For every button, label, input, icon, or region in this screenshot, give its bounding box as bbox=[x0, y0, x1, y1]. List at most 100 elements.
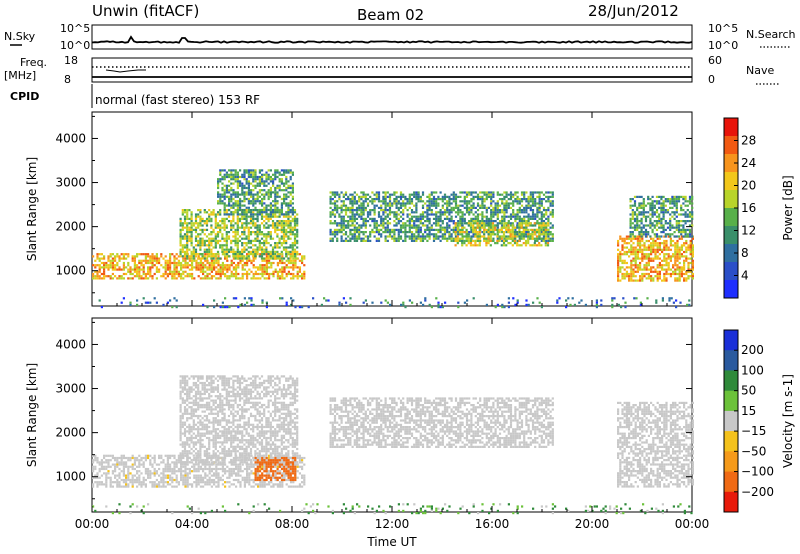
power-cell bbox=[353, 233, 356, 236]
power-cell bbox=[247, 257, 250, 260]
power-cell bbox=[540, 191, 543, 194]
power-cell bbox=[232, 250, 235, 253]
power-cell bbox=[355, 213, 359, 216]
power-cell bbox=[274, 173, 277, 176]
power-cell bbox=[384, 226, 387, 229]
power-cell bbox=[399, 228, 403, 231]
power-cell bbox=[623, 246, 626, 249]
power-cell bbox=[149, 266, 152, 269]
power-cell bbox=[402, 209, 405, 212]
power-cell bbox=[349, 200, 352, 203]
power-cell bbox=[98, 277, 101, 280]
power-cell bbox=[542, 228, 546, 231]
power-cell bbox=[369, 209, 372, 212]
velocity-cell bbox=[127, 483, 130, 486]
power-cell bbox=[296, 228, 299, 231]
power-cell bbox=[294, 264, 297, 267]
power-cell bbox=[247, 253, 250, 256]
power-cell bbox=[234, 193, 237, 196]
power-cell bbox=[660, 224, 663, 227]
power-cell bbox=[685, 279, 688, 282]
power-cell bbox=[246, 272, 249, 276]
power-cell bbox=[393, 213, 396, 216]
power-cell bbox=[426, 195, 429, 198]
power-cell bbox=[142, 268, 145, 271]
power-cell bbox=[546, 233, 550, 236]
power-cell bbox=[689, 257, 692, 260]
power-cell bbox=[285, 175, 288, 179]
power-cell bbox=[353, 217, 356, 220]
power-cell bbox=[194, 235, 198, 238]
power-cell bbox=[649, 202, 652, 205]
power-cell bbox=[201, 242, 204, 245]
power-cell bbox=[362, 191, 365, 194]
power-cell bbox=[461, 244, 464, 247]
power-cell bbox=[538, 231, 541, 234]
power-cell bbox=[478, 233, 481, 236]
velocity-cell bbox=[125, 485, 128, 488]
power-cell bbox=[675, 195, 678, 198]
power-cell bbox=[456, 224, 459, 227]
power-cell bbox=[241, 266, 244, 269]
power-cell bbox=[642, 233, 645, 236]
power-cell bbox=[417, 224, 420, 227]
power-cell bbox=[513, 233, 517, 236]
power-cell bbox=[545, 191, 548, 194]
power-cell bbox=[441, 211, 444, 214]
power-cell bbox=[230, 224, 233, 227]
power-cell bbox=[122, 257, 125, 260]
power-cell bbox=[169, 264, 172, 267]
power-cell bbox=[485, 195, 488, 198]
power-cell bbox=[118, 275, 121, 278]
velocity-cell bbox=[109, 454, 112, 457]
power-cell bbox=[338, 222, 341, 225]
power-cell bbox=[263, 195, 266, 198]
power-cell bbox=[197, 257, 200, 260]
power-cell bbox=[682, 198, 685, 201]
power-cell bbox=[678, 277, 681, 280]
power-cell bbox=[647, 239, 650, 243]
power-cell bbox=[283, 195, 286, 198]
power-cell bbox=[287, 169, 290, 172]
power-cell bbox=[518, 202, 521, 205]
power-cell bbox=[261, 299, 264, 302]
power-cell bbox=[463, 301, 466, 304]
power-cell bbox=[248, 272, 251, 276]
power-cell bbox=[254, 175, 257, 179]
power-cell bbox=[276, 233, 279, 236]
power-cell bbox=[155, 259, 158, 262]
power-cell bbox=[349, 303, 352, 306]
power-cell bbox=[636, 237, 639, 240]
power-cell bbox=[191, 261, 194, 265]
power-cell bbox=[353, 215, 356, 218]
power-cell bbox=[289, 237, 292, 240]
power-cell bbox=[629, 198, 632, 201]
power-cell bbox=[461, 200, 464, 203]
power-cell bbox=[236, 226, 239, 229]
power-cell bbox=[472, 228, 475, 231]
power-cell bbox=[617, 259, 620, 262]
velocity-cell bbox=[133, 467, 136, 471]
power-cell bbox=[263, 266, 266, 269]
power-cell bbox=[219, 268, 222, 271]
power-cell bbox=[276, 195, 279, 198]
power-cell bbox=[408, 195, 411, 198]
power-cell bbox=[417, 226, 420, 229]
power-cell bbox=[642, 226, 645, 229]
power-cell bbox=[643, 244, 646, 247]
power-cell bbox=[419, 220, 422, 223]
power-cell bbox=[633, 204, 637, 207]
power-cell bbox=[415, 220, 418, 223]
power-cell bbox=[395, 239, 398, 242]
power-cell bbox=[400, 303, 403, 306]
power-cell bbox=[502, 233, 506, 236]
power-cell bbox=[340, 222, 343, 225]
power-cell bbox=[632, 242, 635, 245]
power-cell bbox=[516, 191, 519, 194]
power-cell bbox=[617, 253, 620, 256]
power-cell bbox=[454, 233, 457, 236]
power-cell bbox=[116, 255, 119, 258]
power-cell bbox=[634, 259, 637, 262]
power-cell bbox=[446, 202, 449, 205]
power-cell bbox=[205, 235, 209, 238]
